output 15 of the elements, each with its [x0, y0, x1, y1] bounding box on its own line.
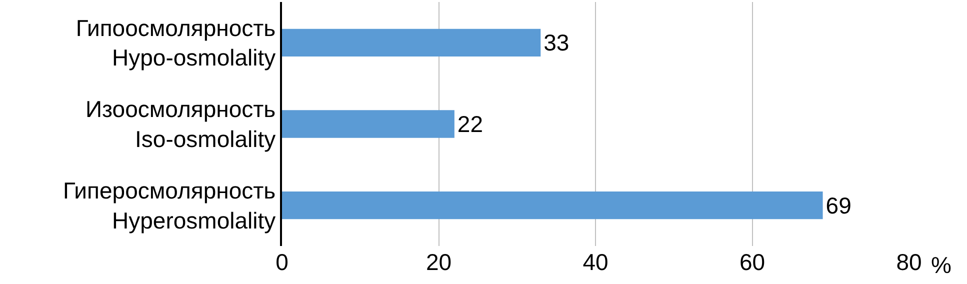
data-label: 33 [544, 30, 570, 56]
bar [282, 28, 541, 56]
bar [282, 110, 454, 138]
y-tick-label: Гипоосмолярность Hypo-osmolality [76, 14, 276, 71]
x-tick-label: 60 [739, 249, 766, 275]
x-axis-title: % [931, 252, 952, 278]
x-tick-label: 80 [896, 249, 922, 275]
y-tick-label: Изоосмолярность Iso-osmolality [85, 96, 276, 152]
x-tick-label: 40 [582, 249, 608, 275]
y-tick-label: Гиперосмолярность Hyperosmolality [63, 177, 276, 234]
data-label: 69 [826, 192, 852, 218]
x-tick-label: 0 [276, 249, 288, 275]
bar [282, 192, 823, 220]
x-tick-label: 20 [426, 249, 452, 275]
data-label: 22 [457, 111, 484, 137]
